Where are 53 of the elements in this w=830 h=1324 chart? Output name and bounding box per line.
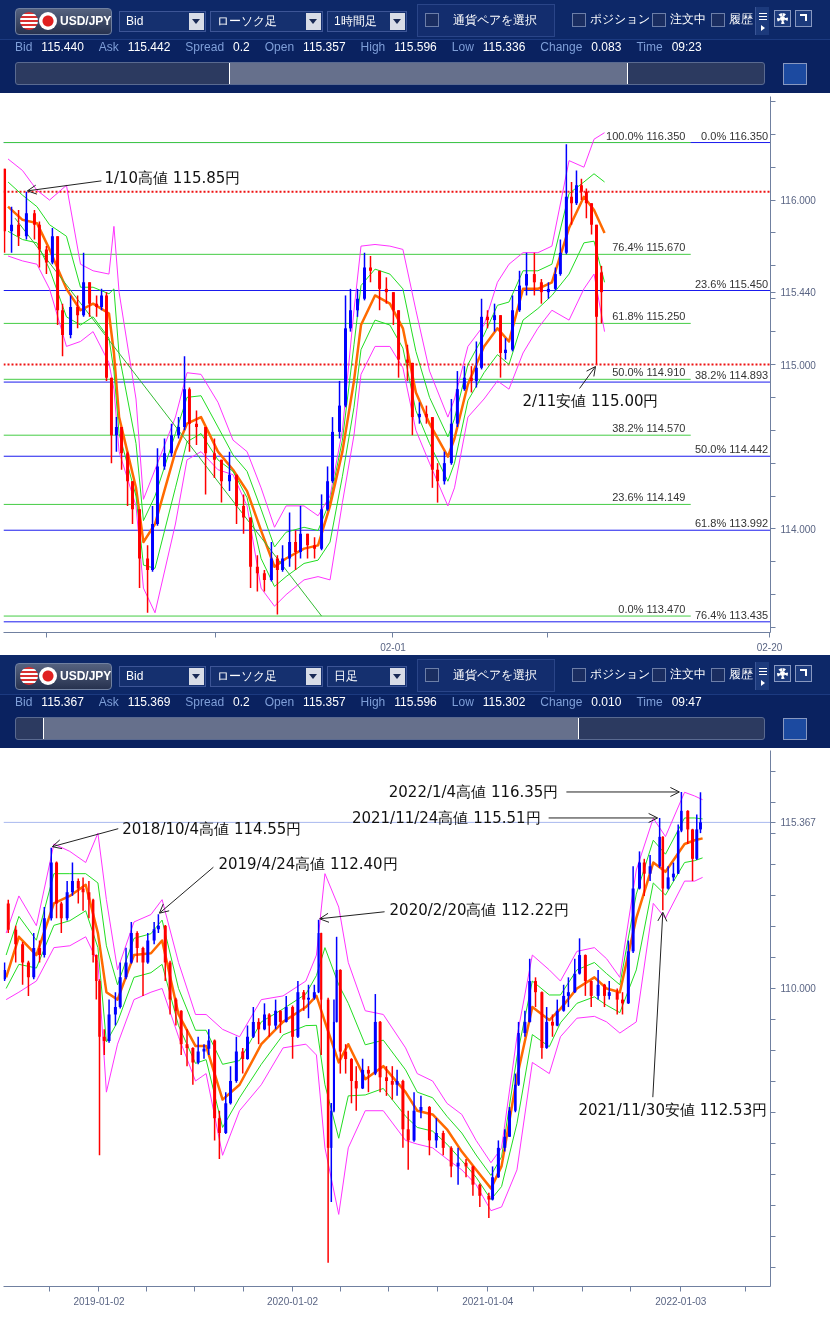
text: ローソク足: [217, 14, 277, 29]
text: 履歴: [729, 12, 753, 27]
text: ポジション: [590, 12, 650, 27]
y-tick-label: 116.000: [780, 195, 817, 207]
y-tick-label: 115.367: [780, 817, 817, 829]
x-tick-label: 2020-01-02: [267, 1295, 319, 1307]
x-tick-label: 2019-01-02: [73, 1295, 125, 1307]
chart-title: USD/JPY: [60, 669, 112, 684]
annotation: 2022/1/4高値 116.35円: [388, 782, 559, 801]
annotation: 2/11安値 115.00円: [522, 391, 659, 410]
text: 注文中: [670, 12, 706, 27]
text: Bid: [15, 40, 33, 54]
text: 通貨ペアを選択: [453, 668, 537, 683]
text: ローソク足: [217, 669, 277, 684]
ref-line-label: 38.2% 114.570: [612, 422, 686, 435]
ref-line-label: 50.0% 114.910: [612, 366, 686, 379]
annotation: 2018/10/4高値 114.55円: [122, 819, 302, 838]
text: 日足: [334, 669, 358, 684]
ref-line-label: 38.2% 114.893: [695, 369, 769, 382]
text: 注文中: [670, 667, 706, 682]
y-tick-label: 114.000: [780, 523, 817, 535]
ref-line-label: 61.8% 115.250: [612, 310, 686, 323]
ref-line-label: 23.6% 114.149: [612, 491, 686, 504]
annotation: 2021/11/30安値 112.53円: [578, 1101, 768, 1120]
text: Bid: [126, 14, 144, 28]
annotation: 1/10高値 115.85円: [104, 168, 241, 187]
ref-line-label: 0.0% 116.350: [701, 129, 769, 142]
ref-line-label: 76.4% 113.435: [695, 608, 769, 621]
text: ポジション: [590, 667, 650, 682]
text: 115.440 Ask 115.442 Spread 0.2 Open 115.357 High 115.596 Low 115.336 Change 0.083 Time 09:23: [41, 40, 702, 54]
ref-line-label: 50.0% 114.442: [695, 443, 769, 456]
ref-line-label: 0.0% 113.470: [618, 603, 686, 616]
x-tick-label: 2021-01-04: [462, 1295, 514, 1307]
x-tick-label: 02-01: [380, 641, 407, 653]
text: 履歴: [729, 667, 753, 682]
ref-line-label: 100.0% 116.350: [606, 129, 686, 142]
ref-line-label: 76.4% 115.670: [612, 241, 686, 254]
text: 115.367 Ask 115.369 Spread 0.2 Open 115.357 High 115.596 Low 115.302 Change 0.010 Time 09:47: [41, 695, 702, 709]
annotation: 2019/4/24高値 112.40円: [218, 855, 398, 874]
y-tick-label: 115.440: [780, 287, 817, 299]
ref-line-label: 23.6% 115.450: [695, 277, 769, 290]
x-tick-label: 2022-01-03: [655, 1295, 707, 1307]
annotation: 2020/2/20高値 112.22円: [389, 900, 569, 919]
ref-line-label: 61.8% 113.992: [695, 517, 769, 530]
y-tick-label: 115.000: [780, 359, 817, 371]
x-tick-label: 02-20: [756, 641, 783, 653]
text: 1時間足: [334, 14, 377, 29]
y-tick-label: 110.000: [780, 983, 817, 995]
chart-title: USD/JPY: [60, 14, 112, 29]
text: Bid: [15, 695, 33, 709]
text: 通貨ペアを選択: [453, 13, 537, 28]
annotation: 2021/11/24高値 115.51円: [351, 808, 541, 827]
text: Bid: [126, 669, 144, 683]
